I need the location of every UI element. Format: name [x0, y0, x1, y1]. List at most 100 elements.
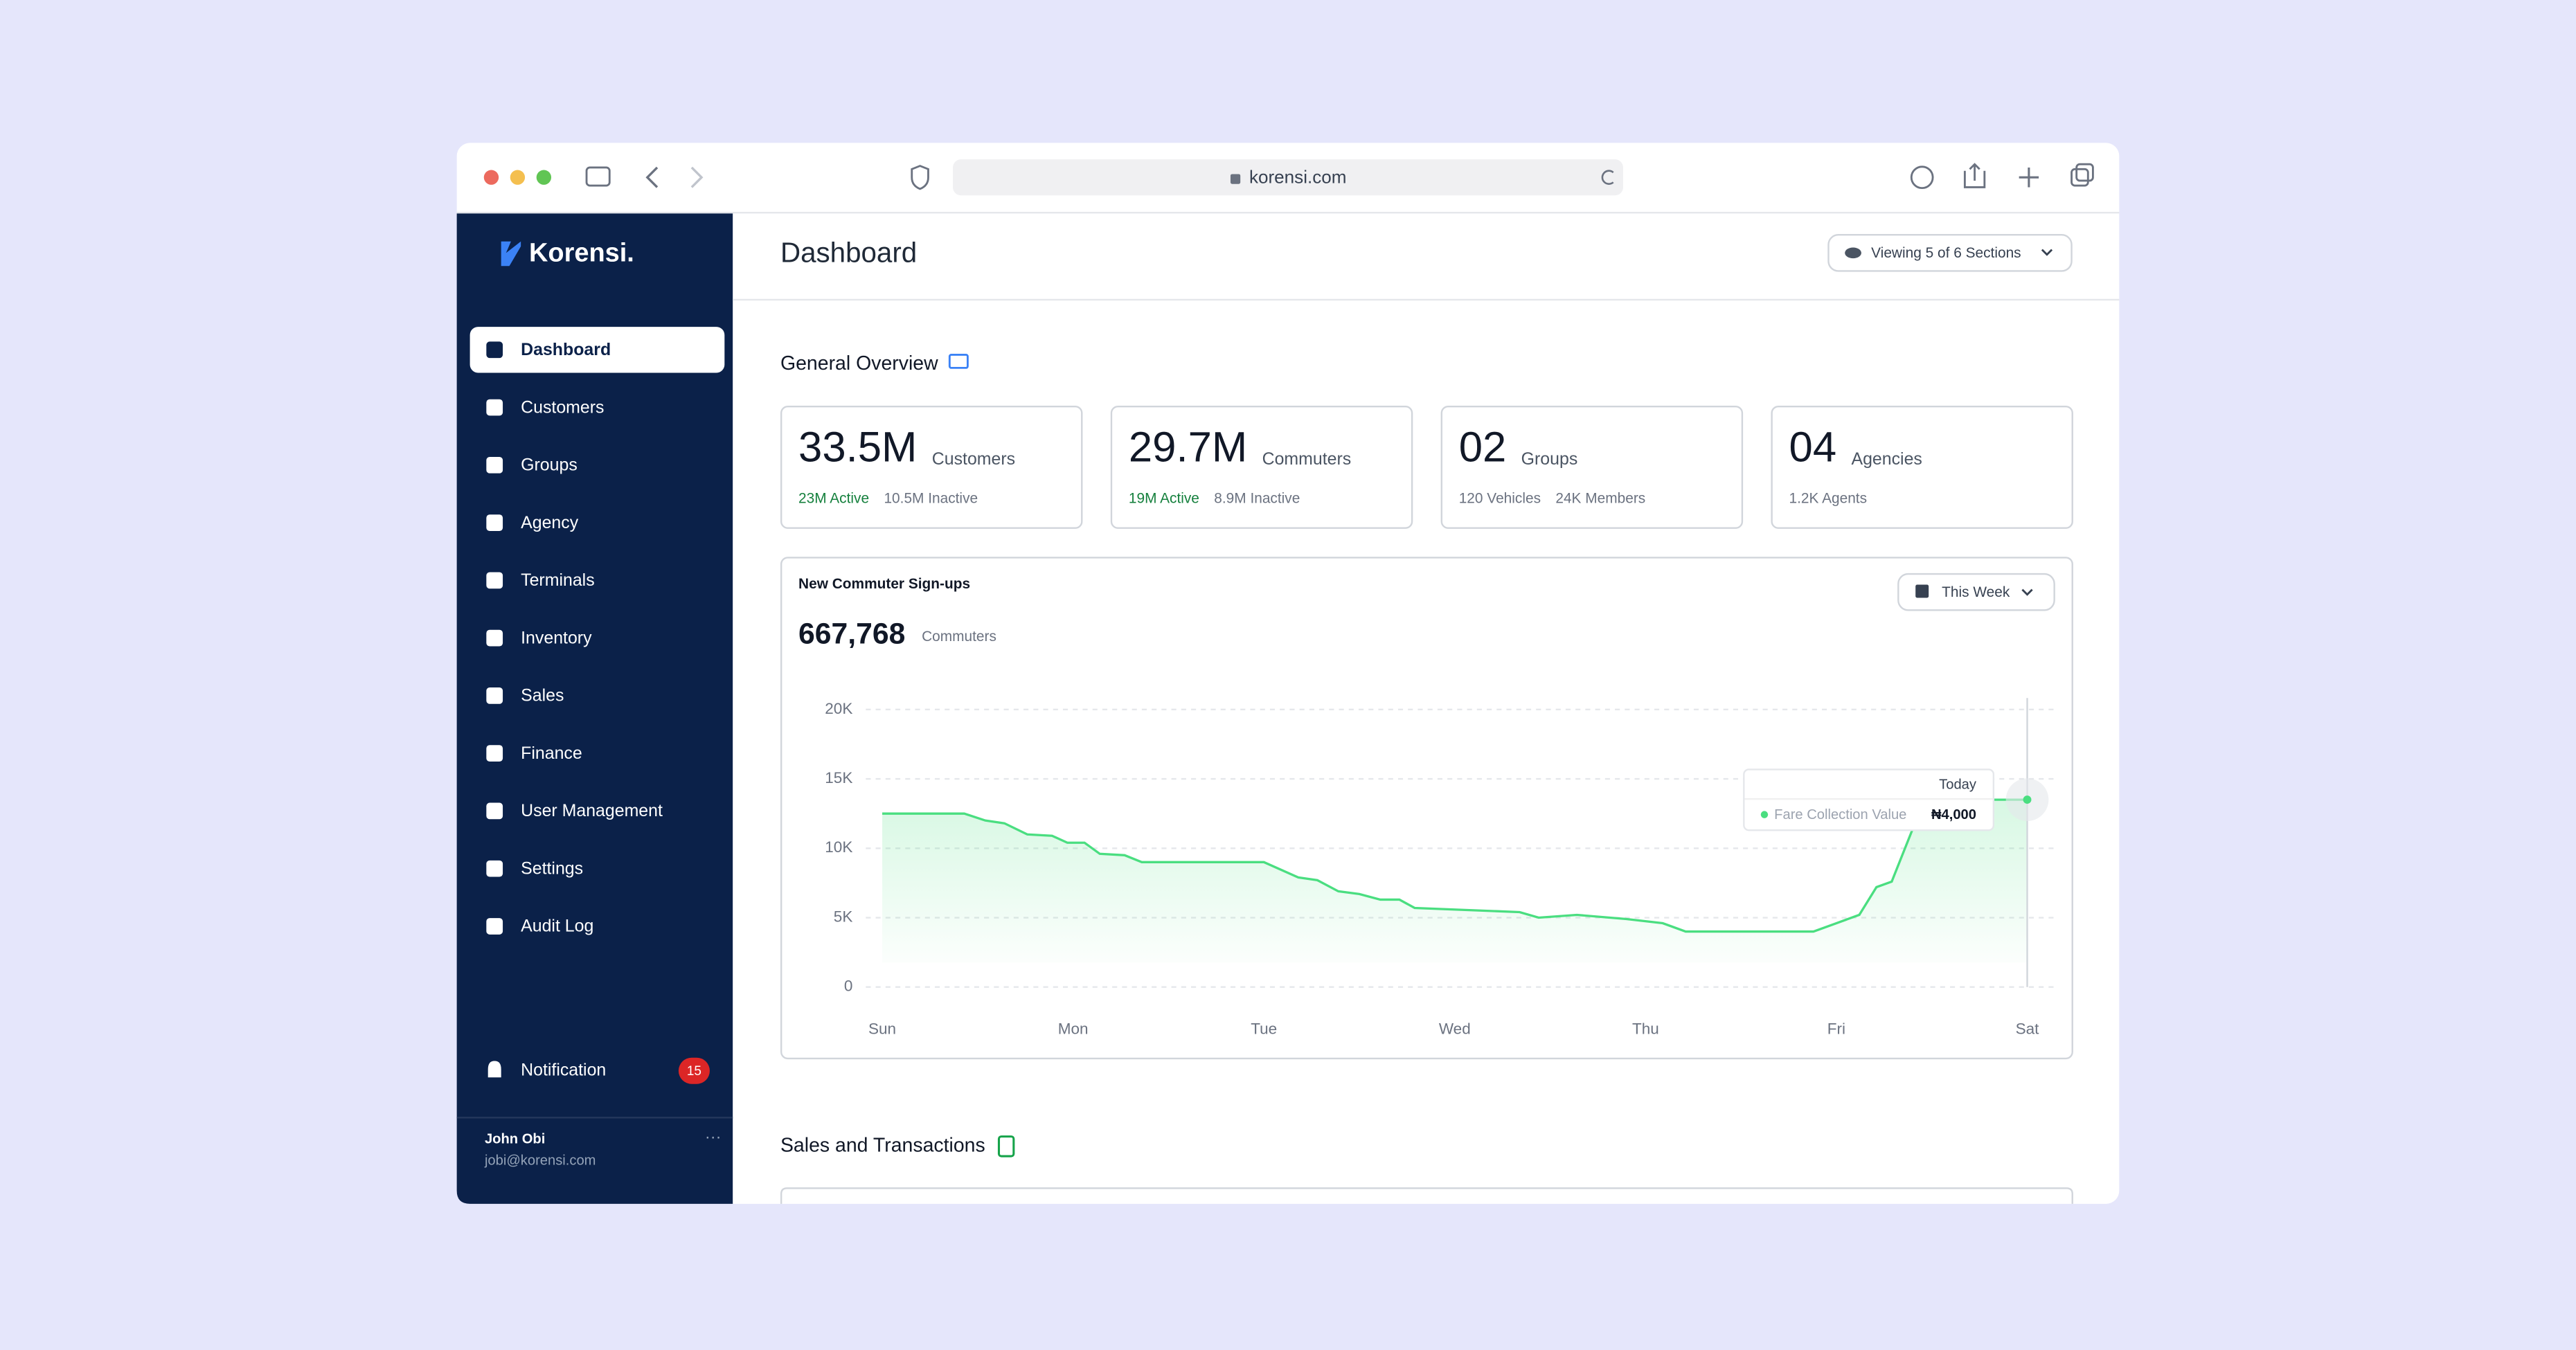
nav-item[interactable]: Settings: [521, 858, 583, 878]
x-tick-label: Wed: [1439, 1020, 1471, 1037]
stat-detail: 120 Vehicles: [1459, 491, 1541, 507]
sidebar: [456, 213, 733, 1204]
stat-label: Agencies: [1851, 449, 1922, 469]
nav-item[interactable]: Audit Log: [521, 917, 593, 936]
nav-item[interactable]: Groups: [521, 456, 578, 475]
nav-item[interactable]: Sales: [521, 686, 564, 705]
period-label: This Week: [1942, 584, 2010, 600]
stat-card: [1110, 405, 1413, 529]
notification-count: 15: [687, 1064, 701, 1079]
nav-icon: [486, 629, 503, 647]
area: [882, 800, 2028, 963]
nav-icon: [486, 456, 503, 474]
x-tick-label: Tue: [1251, 1020, 1277, 1037]
nav-icon: [486, 745, 503, 762]
stat-card: [780, 405, 1083, 529]
nav-item[interactable]: Customers: [521, 397, 604, 417]
nav-icon: [486, 802, 503, 820]
tooltip-title: Today: [1939, 777, 1977, 792]
brand-name: Korensi.: [529, 239, 634, 268]
nav-item[interactable]: Finance: [521, 744, 582, 763]
stat-value: 29.7M: [1129, 423, 1247, 471]
brand-logo: [501, 241, 521, 267]
chevron: [2041, 249, 2053, 256]
close-button[interactable]: [483, 170, 499, 185]
section-title: Sales and Transactions: [780, 1134, 985, 1156]
tabs-button-back: [2075, 163, 2094, 182]
y-tick-label: 0: [844, 978, 853, 995]
nav-icon: [486, 341, 503, 359]
zoom-button[interactable]: [536, 170, 552, 185]
nav-icon: [486, 514, 503, 531]
line: [882, 798, 2028, 933]
back-button[interactable]: [645, 166, 659, 188]
downloads-button[interactable]: [1910, 165, 1934, 190]
new-tab-button[interactable]: [2019, 167, 2039, 188]
minimize-button[interactable]: [510, 170, 526, 185]
chart-total: 667,768: [798, 617, 905, 650]
stat-detail: 24K Members: [1555, 491, 1645, 507]
stat-card: [1771, 405, 2073, 529]
x-tick-label: Fri: [1827, 1020, 1845, 1037]
tooltip-swatch: [1760, 811, 1769, 818]
plot: 0 5K 10K 15K 20K Sun Mon Tue Wed Thu Fri Sat Today Fa…: [825, 698, 2054, 1037]
stat-value: 04: [1789, 423, 1837, 471]
shield-icon[interactable]: [911, 165, 929, 190]
url: korensi.com: [1249, 166, 1347, 187]
user-email: jobi@korensi.com: [484, 1153, 596, 1169]
view-selector-label: Viewing 5 of 6 Sections: [1871, 245, 2021, 261]
tooltip-value: ₦4,000: [1931, 807, 1976, 822]
bell-icon: [488, 1061, 501, 1078]
chart-total-label: Commuters: [922, 629, 996, 645]
stat-label: Commuters: [1262, 449, 1352, 469]
nav-item[interactable]: Terminals: [521, 570, 595, 590]
nav-icon: [486, 572, 503, 589]
y-tick-label: 10K: [825, 838, 852, 856]
nav-item[interactable]: Inventory: [521, 628, 592, 647]
nav-item[interactable]: Dashboard: [521, 340, 611, 359]
overview-icon: [948, 353, 969, 369]
nav-icon: [486, 687, 503, 704]
stat-value: 33.5M: [798, 423, 917, 471]
sales-card: [780, 1187, 2073, 1204]
nav-item[interactable]: Agency: [521, 513, 579, 532]
x-tick-label: Sun: [868, 1020, 896, 1037]
address-bar[interactable]: [953, 159, 1623, 196]
eye-icon: [1845, 247, 1861, 259]
share-button[interactable]: [1963, 163, 1986, 188]
tabs-button[interactable]: [2070, 168, 2089, 187]
calendar-icon: [1915, 584, 1929, 598]
stat-label: Groups: [1521, 449, 1578, 469]
period-selector[interactable]: [1897, 573, 2055, 611]
tooltip-label: Fare Collection Value: [1774, 807, 1906, 822]
stat-detail: 8.9M Inactive: [1214, 491, 1300, 507]
stat-detail: 19M Active: [1129, 491, 1199, 507]
stat-cards: 33.5M Customers 23M Active 10.5M Inactive 29…: [780, 405, 2073, 529]
nav-icon: [486, 860, 503, 877]
chevron: [2021, 588, 2033, 596]
x-tick-label: Sat: [2016, 1020, 2040, 1037]
nav-item[interactable]: User Management: [521, 801, 663, 820]
stat-card: [1440, 405, 1744, 529]
view-selector[interactable]: [1827, 234, 2073, 272]
notification-label[interactable]: Notification: [521, 1060, 606, 1079]
sidebar-toggle[interactable]: [585, 166, 611, 187]
x-tick-label: Mon: [1058, 1020, 1089, 1037]
x-tick-label: Thu: [1632, 1020, 1659, 1037]
stat-detail: 1.2K Agents: [1789, 491, 1868, 507]
nav-active-bg: [469, 327, 725, 373]
forward-button[interactable]: [690, 166, 704, 188]
page-title: Dashboard: [780, 236, 917, 268]
y-tick-label: 20K: [825, 700, 852, 717]
lock-icon: [1230, 174, 1241, 184]
y-tick-label: 15K: [825, 769, 852, 786]
user-menu[interactable]: ···: [705, 1128, 722, 1146]
stat-label: Customers: [932, 449, 1015, 469]
nav-icon: [486, 399, 503, 416]
notification-badge: [678, 1057, 710, 1084]
reload-button[interactable]: [1601, 170, 1614, 185]
y-tick-label: 5K: [834, 908, 853, 925]
user-name: John Obi: [485, 1132, 545, 1147]
